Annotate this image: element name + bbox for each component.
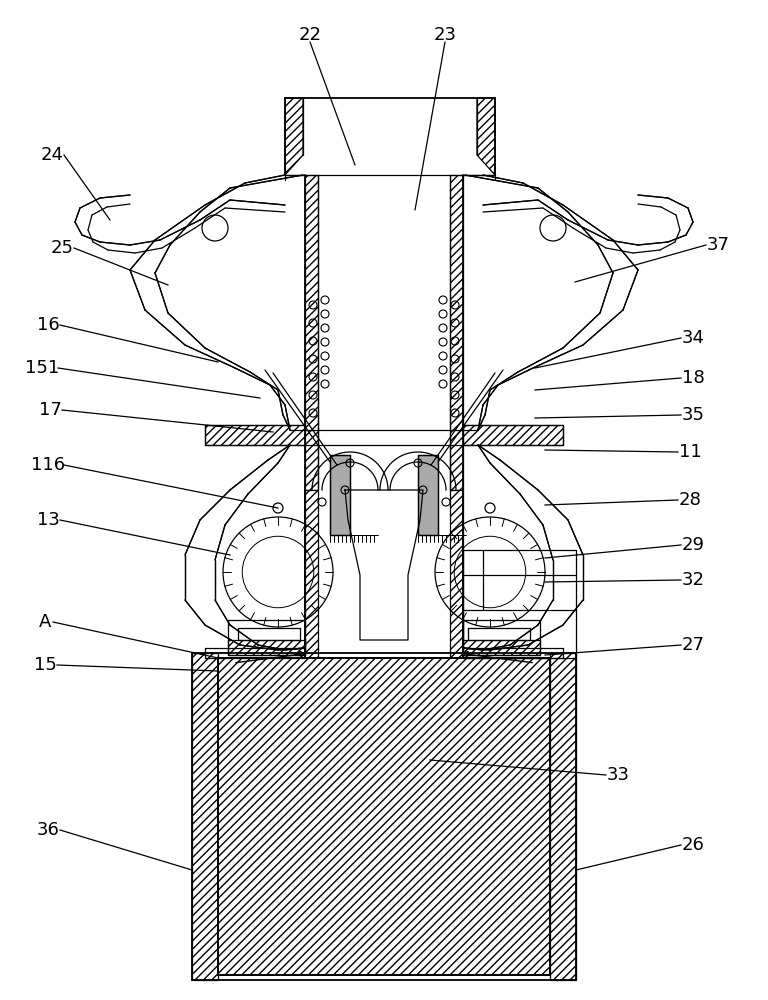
Polygon shape [550,653,576,980]
Text: 116: 116 [31,456,65,474]
Polygon shape [606,208,693,253]
Text: 25: 25 [51,239,74,257]
Polygon shape [285,98,303,175]
Text: 11: 11 [679,443,701,461]
Polygon shape [192,653,218,980]
Polygon shape [130,175,303,430]
Text: 36: 36 [37,821,59,839]
Text: 18: 18 [682,369,704,387]
Text: 35: 35 [681,406,704,424]
Polygon shape [478,445,583,650]
Polygon shape [205,425,305,445]
Polygon shape [305,490,318,658]
Text: 16: 16 [37,316,59,334]
Text: 15: 15 [34,656,56,674]
Text: A: A [39,613,51,631]
Polygon shape [305,175,318,490]
Polygon shape [75,208,162,253]
Polygon shape [450,490,463,658]
Polygon shape [418,455,438,535]
Polygon shape [228,640,305,655]
Text: 27: 27 [681,636,704,654]
Text: 22: 22 [299,26,322,44]
Text: 26: 26 [681,836,704,854]
Polygon shape [463,425,563,445]
Text: 33: 33 [607,766,630,784]
Polygon shape [330,455,350,535]
Text: 23: 23 [433,26,456,44]
Text: 151: 151 [25,359,59,377]
Polygon shape [465,175,638,430]
Text: 17: 17 [38,401,61,419]
Text: 32: 32 [681,571,704,589]
Text: 24: 24 [41,146,64,164]
Text: 37: 37 [707,236,730,254]
Polygon shape [218,658,550,975]
Polygon shape [463,640,540,655]
Text: 34: 34 [681,329,704,347]
Polygon shape [185,445,290,650]
Text: 28: 28 [679,491,701,509]
Polygon shape [450,175,463,490]
Polygon shape [477,98,495,175]
Text: 29: 29 [681,536,704,554]
Text: 13: 13 [37,511,59,529]
